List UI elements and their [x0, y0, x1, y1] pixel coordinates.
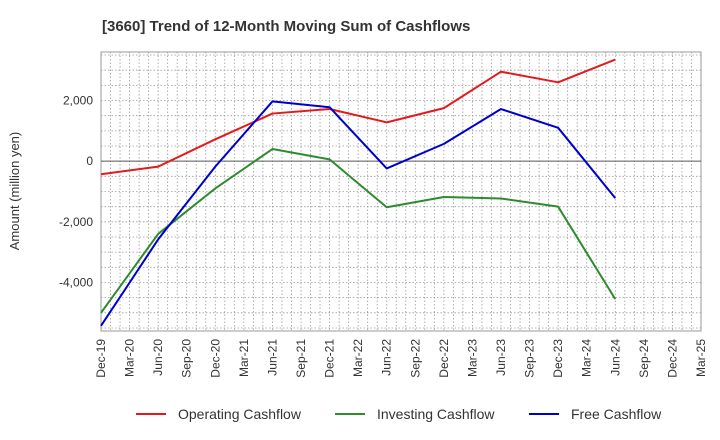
x-tick-label: Dec-22 [437, 339, 451, 378]
legend-label-investing-cashflow: Investing Cashflow [377, 406, 495, 422]
legend: Operating Cashflow Investing Cashflow Free… [136, 406, 662, 422]
x-tick-label: Mar-23 [465, 339, 479, 377]
grid-lines [100, 52, 702, 331]
series-line-investing-cashflow [100, 148, 617, 314]
y-tick-label: 0 [86, 154, 93, 168]
x-tick-label: Jun-22 [380, 339, 394, 376]
legend-label-operating-cashflow: Operating Cashflow [178, 406, 302, 422]
legend-label-free-cashflow: Free Cashflow [571, 406, 662, 422]
x-tick-label: Mar-25 [694, 339, 708, 377]
x-tick-label: Jun-24 [608, 339, 622, 376]
x-tick-label: Dec-24 [665, 339, 679, 378]
x-tick-label: Sep-24 [637, 339, 651, 378]
x-tick-label: Jun-20 [151, 339, 165, 376]
x-tick-label: Dec-23 [551, 339, 565, 378]
x-tick-label: Jun-21 [265, 339, 279, 376]
y-tick-label: -2,000 [59, 215, 93, 229]
chart-title: [3660] Trend of 12-Month Moving Sum of C… [102, 18, 470, 35]
x-tick-label: Dec-20 [208, 339, 222, 378]
x-tick-label: Dec-19 [94, 339, 108, 378]
series-line-free-cashflow [100, 100, 617, 327]
series-lines [100, 58, 617, 327]
y-tick-label: 2,000 [63, 94, 93, 108]
x-tick-label: Dec-21 [323, 339, 337, 378]
x-tick-label: Mar-24 [580, 339, 594, 377]
series-line-operating-cashflow [100, 58, 616, 176]
x-tick-label: Sep-22 [408, 339, 422, 378]
x-tick-labels: Dec-19 Mar-20 Jun-20 Sep-20 Dec-20 Mar-21 Jun-… [94, 339, 708, 378]
x-tick-label: Mar-20 [123, 339, 137, 377]
x-tick-label: Sep-23 [523, 339, 537, 378]
plot-area [100, 51, 702, 332]
x-tick-label: Mar-21 [237, 339, 251, 377]
x-tick-label: Jun-23 [494, 339, 508, 376]
x-tick-label: Sep-21 [294, 339, 308, 378]
y-tick-label: -4,000 [59, 275, 93, 289]
x-tick-label: Mar-22 [351, 339, 365, 377]
y-axis-label: Amount (million yen) [7, 132, 22, 251]
x-tick-label: Sep-20 [180, 339, 194, 378]
y-tick-labels: -4,000 -2,000 0 2,000 [59, 94, 93, 290]
